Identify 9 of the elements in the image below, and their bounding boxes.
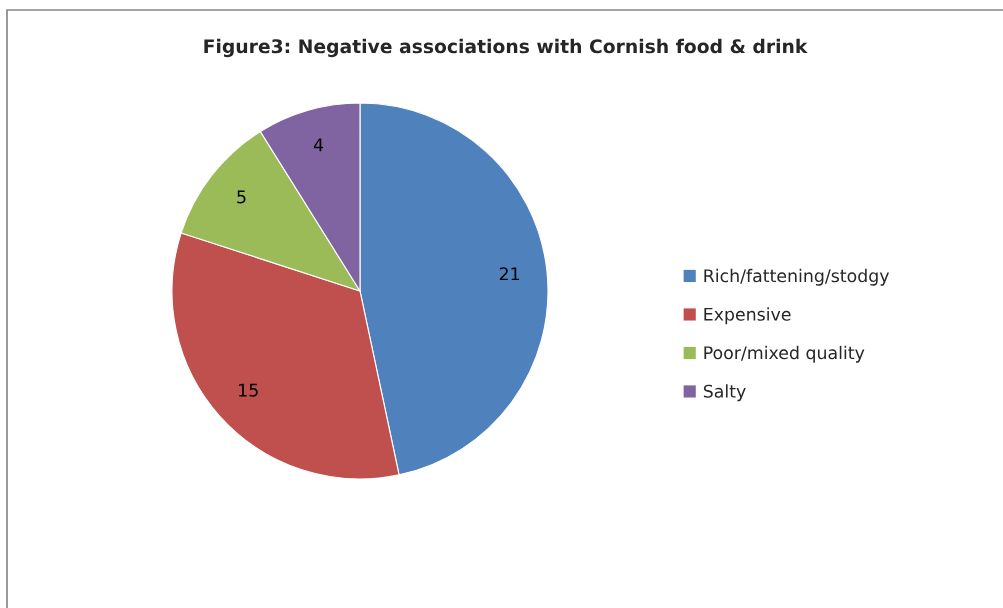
legend-label: Rich/fattening/stodgy [704, 268, 890, 286]
data-label: 4 [313, 138, 324, 152]
chart-title: Figure3: Negative associations with Cornish food & drink [204, 38, 808, 58]
legend-label: Salty [703, 384, 746, 402]
data-label: 15 [239, 383, 258, 397]
data-label: 5 [237, 190, 246, 204]
data-label: 21 [499, 267, 520, 281]
legend-label: Poor/mixed quality [704, 345, 865, 363]
legend-label: Expensive [704, 307, 791, 325]
